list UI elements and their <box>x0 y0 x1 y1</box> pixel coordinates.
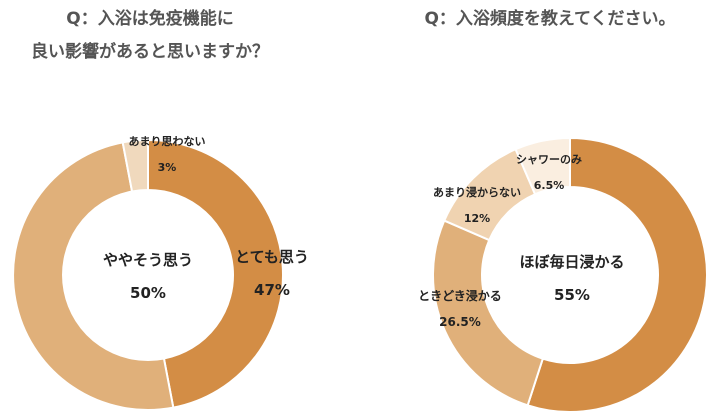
donut-1-slice-0-value: 55% <box>554 286 590 304</box>
donut-1-slice-1 <box>432 219 545 407</box>
donut-1-slice-1-label: ときどき浸かる <box>418 288 502 303</box>
donut-0-slice-1 <box>12 141 175 411</box>
donut-0-slice-2-label: あまり思わない <box>129 135 206 148</box>
donut-1-slice-2-value: 12% <box>464 212 490 225</box>
chart-title-right: Q：入浴頻度を教えてください。 <box>400 3 700 36</box>
donut-0-slice-1-label: ややそう思う <box>103 251 193 269</box>
donut-0-slice-2-value: 3% <box>158 161 177 174</box>
donut-1-slice-2-label: あまり浸からない <box>433 185 521 199</box>
donut-1-slice-0-label: ほぼ毎日浸かる <box>519 253 624 271</box>
chart-title-left: Q：入浴は免疫機能に 良い影響があると思いますか？ <box>0 3 300 69</box>
donut-1-slice-3-label: シャワーのみ <box>516 153 582 166</box>
donut-0-slice-0-label: とても思う <box>235 248 309 266</box>
donut-1-slice-1-value: 26.5% <box>439 315 481 329</box>
chart-title-right-line1: Q：入浴頻度を教えてください。 <box>424 9 676 29</box>
chart-title-left-line2: 良い影響があると思いますか？ <box>31 42 269 63</box>
donut-0-slice-0 <box>147 138 284 409</box>
donut-1-slice-0 <box>526 136 708 413</box>
donut-1-slice-3 <box>514 136 571 196</box>
chart-title-left-line1: Q：入浴は免疫機能に <box>66 9 234 29</box>
donut-0-slice-0-value: 47% <box>254 281 290 299</box>
donut-1-slice-3-value: 6.5% <box>534 179 565 192</box>
donut-0-slice-1-value: 50% <box>130 284 166 302</box>
donut-0-slice-2 <box>121 138 149 193</box>
